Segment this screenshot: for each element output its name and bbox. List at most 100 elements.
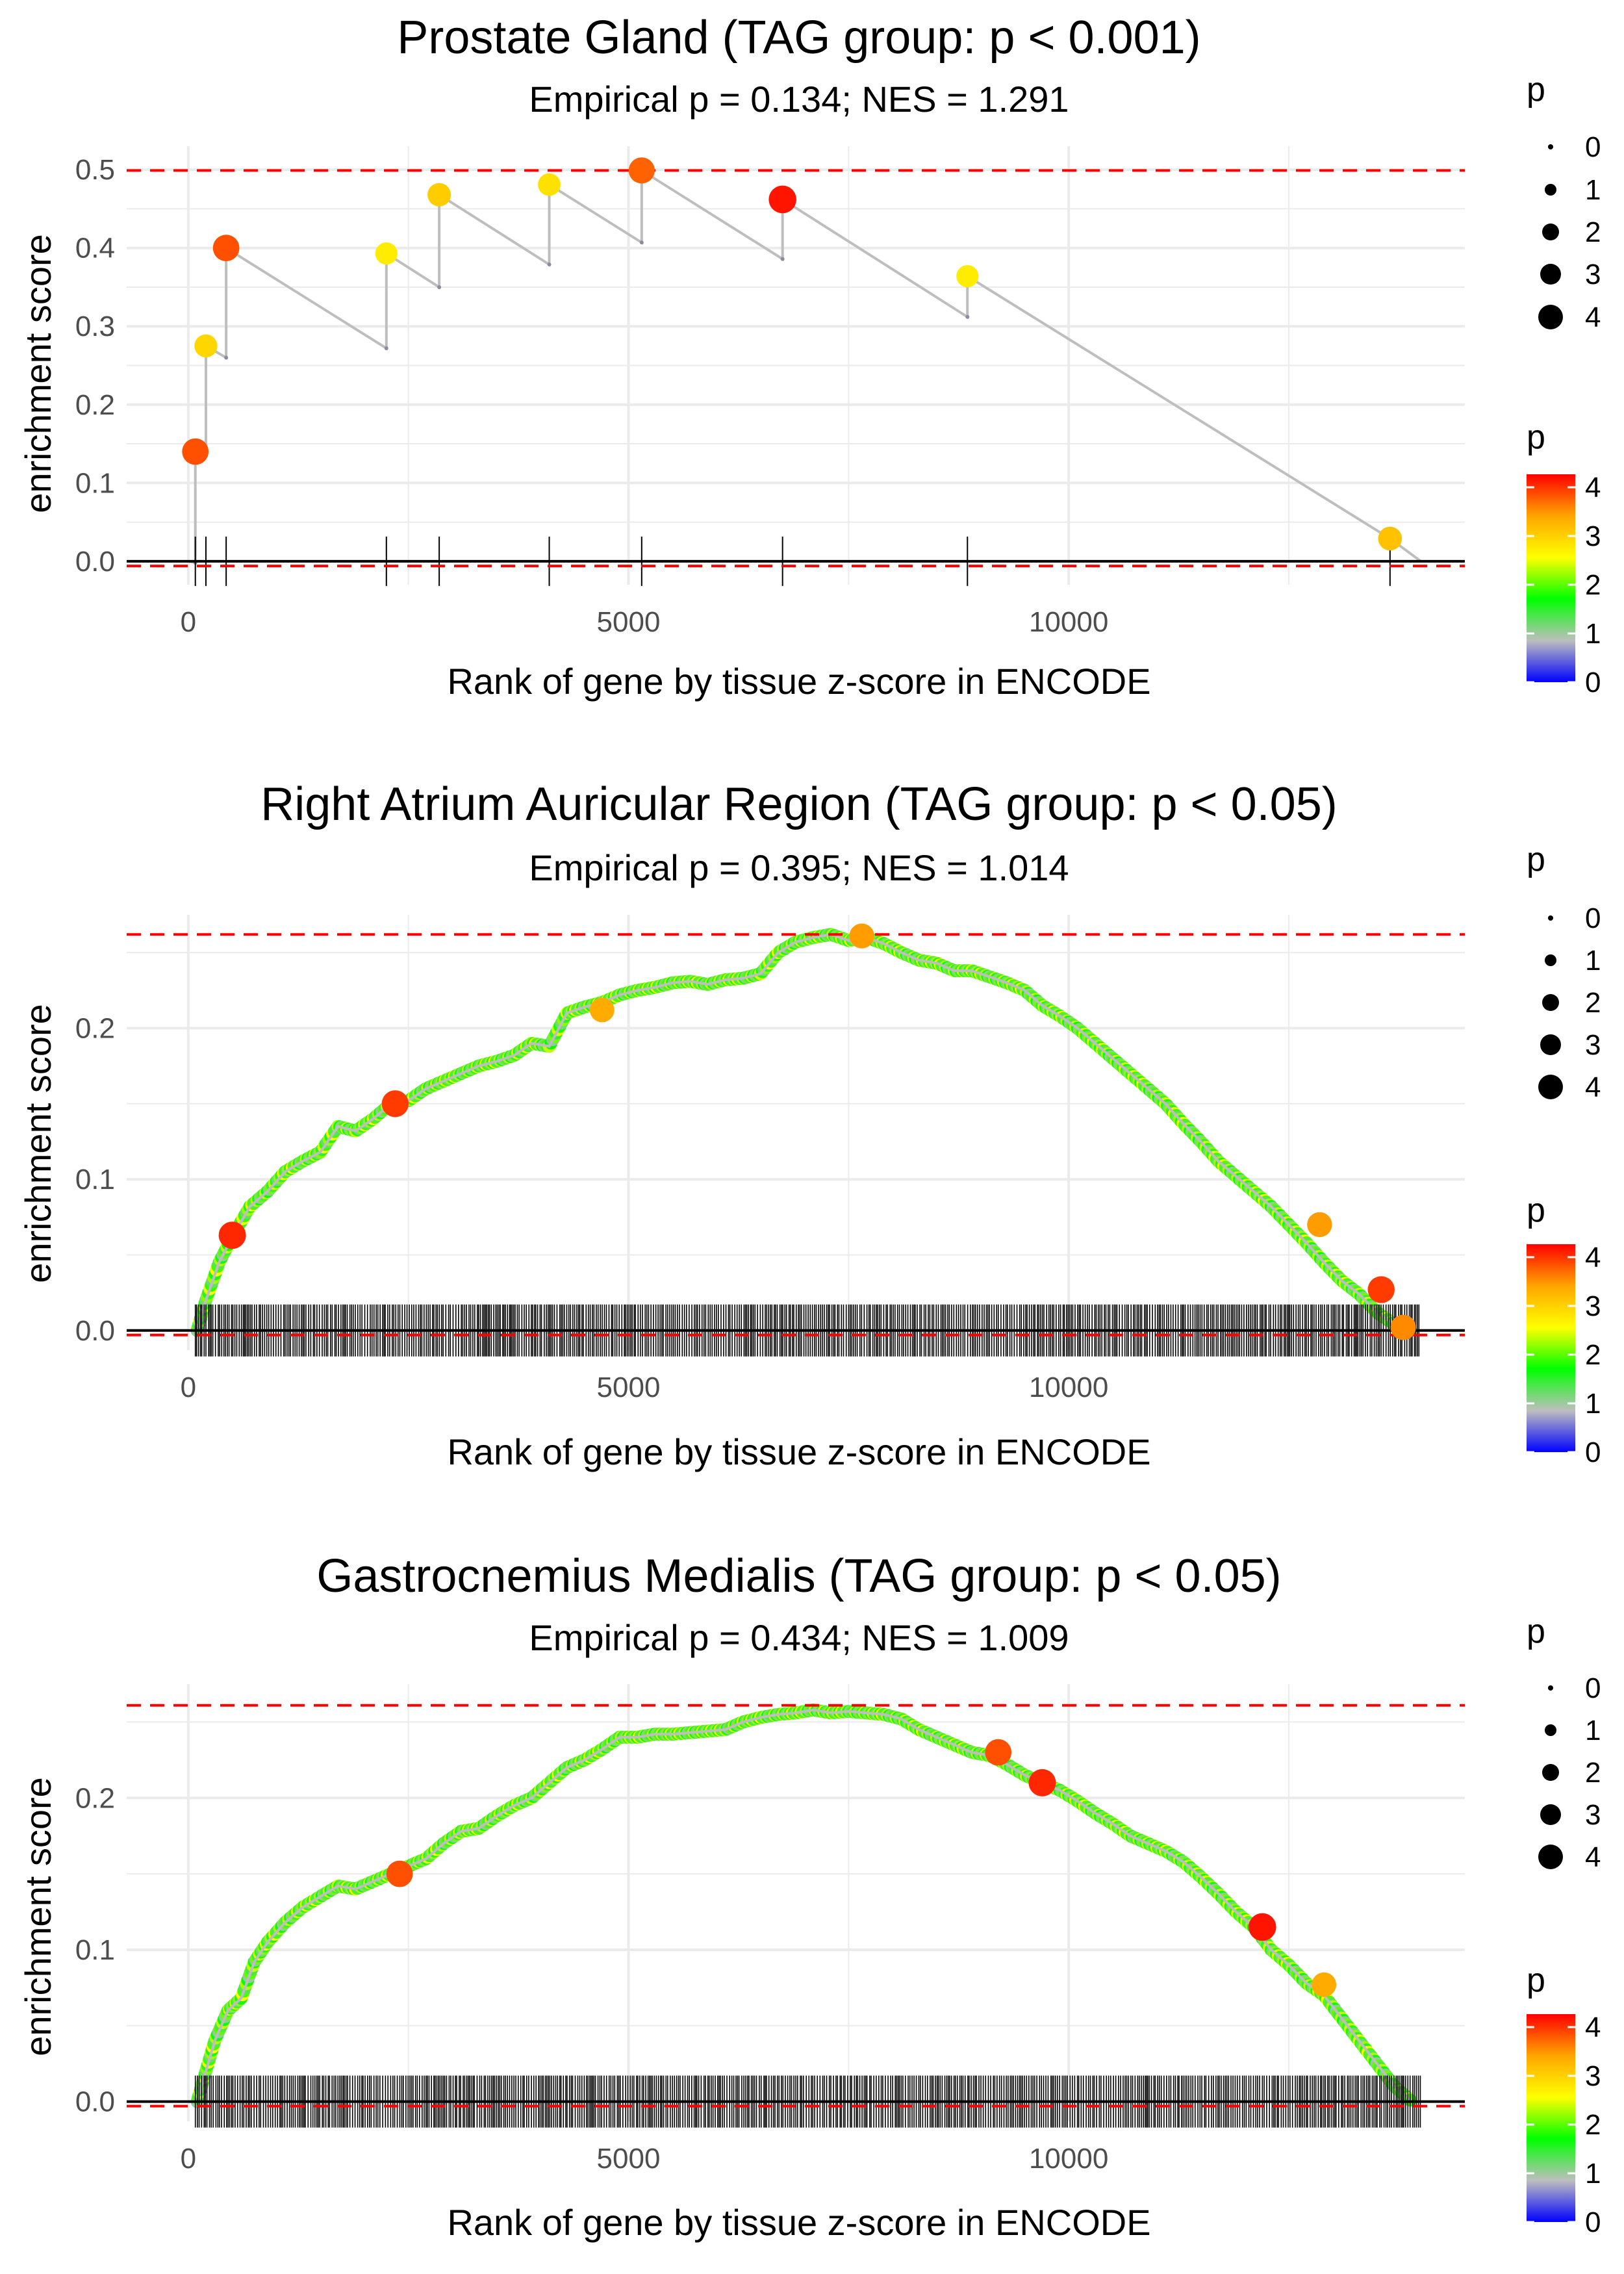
data-point — [1367, 1276, 1395, 1303]
legend-size-label: 3 — [1585, 1799, 1601, 1831]
legend-size-swatch-3 — [1540, 1804, 1561, 1825]
legend-color-label: 2 — [1585, 1339, 1601, 1371]
legend-size: p 0 1 2 3 4 — [1527, 1613, 1601, 1873]
data-point — [589, 997, 615, 1023]
y-tick-label: 0.0 — [75, 2086, 115, 2118]
legend-size-title: p — [1527, 1613, 1545, 1650]
y-tick-label: 0.2 — [75, 1782, 115, 1814]
data-point — [1248, 1913, 1276, 1941]
enrichment-points — [218, 923, 1416, 1340]
legend-color-label: 4 — [1585, 472, 1601, 504]
x-tick-label: 5000 — [597, 606, 661, 638]
y-tick-label: 0.2 — [75, 389, 115, 421]
data-point — [194, 334, 218, 358]
x-tick-label: 5000 — [597, 2143, 661, 2175]
data-point — [386, 1860, 413, 1887]
legend-color-title: p — [1527, 1192, 1545, 1229]
legend-size-title: p — [1527, 841, 1545, 878]
path-vertex — [639, 240, 644, 245]
y-tick-label: 0.5 — [75, 154, 115, 186]
legend-size-label: 3 — [1585, 259, 1601, 290]
y-tick-label: 0.0 — [75, 1315, 115, 1347]
legend-color-label: 1 — [1585, 2158, 1601, 2190]
legend-size-label: 2 — [1585, 1757, 1601, 1789]
legend-size: p 0 1 2 3 4 — [1527, 841, 1601, 1103]
legend-color-label: 0 — [1585, 1437, 1601, 1468]
path-vertex — [437, 285, 442, 289]
legend-size-swatch-4 — [1538, 1845, 1563, 1869]
path-vertex — [384, 346, 388, 350]
path-vertex — [224, 355, 229, 360]
x-axis-title: Rank of gene by tissue z-score in ENCODE — [447, 1431, 1150, 1472]
y-axis-title: enrichment score — [18, 1004, 58, 1283]
data-point — [381, 1090, 409, 1118]
reference-lines — [127, 933, 1465, 1336]
legend-size-label: 0 — [1585, 1672, 1601, 1704]
legend-colorbar — [1527, 1244, 1575, 1452]
y-tick-label: 0.3 — [75, 311, 115, 342]
x-tick-label: 10000 — [1029, 1372, 1108, 1403]
y-tick-label: 0.1 — [75, 1164, 115, 1195]
legend-size-swatch-1 — [1545, 184, 1556, 196]
data-point — [849, 923, 874, 949]
enrichment-curve — [190, 1703, 1417, 2108]
x-tick-label: 0 — [181, 606, 196, 638]
x-tick-label: 10000 — [1029, 2143, 1108, 2175]
panel-subtitle: Empirical p = 0.395; NES = 1.014 — [529, 847, 1069, 888]
y-tick-label: 0.0 — [75, 546, 115, 578]
y-tick-labels: 0.0 0.1 0.2 0.3 0.4 0.5 — [75, 154, 115, 578]
reference-lines — [127, 169, 1465, 568]
legend-color-label: 1 — [1585, 1388, 1601, 1420]
data-point — [212, 235, 240, 262]
legend-size-label: 2 — [1585, 987, 1601, 1019]
x-tick-label: 0 — [181, 1372, 196, 1403]
data-point — [538, 173, 561, 196]
path-vertex — [547, 262, 552, 267]
data-point — [1378, 526, 1402, 551]
data-point — [427, 183, 451, 207]
legend-size-label: 0 — [1585, 902, 1601, 934]
enrichment-points — [386, 1739, 1337, 1997]
path-vertex — [780, 257, 785, 261]
legend-size-swatch-2 — [1542, 224, 1559, 240]
legend-size-label: 4 — [1585, 1071, 1601, 1103]
legend-color-label: 4 — [1585, 1242, 1601, 1273]
y-tick-label: 0.1 — [75, 1934, 115, 1966]
data-point — [182, 438, 209, 465]
legend-colorbar — [1527, 2014, 1575, 2222]
x-tick-label: 5000 — [597, 1372, 661, 1403]
data-point — [1307, 1212, 1332, 1238]
legend-color-label: 3 — [1585, 1290, 1601, 1322]
panel-subtitle: Empirical p = 0.434; NES = 1.009 — [529, 1617, 1069, 1658]
data-point — [768, 185, 796, 214]
enrichment-line — [196, 933, 1413, 1332]
y-tick-labels: 0.0 0.1 0.2 — [75, 1012, 115, 1346]
x-tick-labels: 0 5000 10000 — [181, 2143, 1109, 2175]
x-tick-label: 10000 — [1029, 606, 1108, 638]
x-axis-title: Rank of gene by tissue z-score in ENCODE — [447, 661, 1150, 702]
enrichment-path — [188, 168, 1422, 565]
panel-title: Prostate Gland (TAG group: p < 0.001) — [397, 12, 1200, 64]
legend-size-swatch-2 — [1542, 1764, 1559, 1781]
panel-prostate-gland: Prostate Gland (TAG group: p < 0.001) Em… — [18, 12, 1601, 702]
legend-size-swatch-0 — [1548, 144, 1553, 149]
legend-color-title: p — [1527, 418, 1545, 456]
x-axis-title: Rank of gene by tissue z-score in ENCODE — [447, 2202, 1150, 2243]
data-point — [375, 242, 398, 265]
legend-size-swatch-3 — [1540, 1034, 1561, 1055]
legend-color-title: p — [1527, 1961, 1545, 1999]
legend-size-label: 2 — [1585, 216, 1601, 248]
legend-color: p 0 1 2 3 4 — [1527, 1192, 1601, 1468]
enrichment-line — [196, 1708, 1413, 2103]
x-tick-labels: 0 5000 10000 — [181, 606, 1109, 638]
data-point — [956, 264, 979, 288]
data-point — [1312, 1972, 1337, 1997]
enrichment-curve — [190, 928, 1417, 1337]
legend-color-label: 3 — [1585, 520, 1601, 552]
data-point — [985, 1739, 1012, 1766]
grid-lines — [127, 146, 1465, 585]
legend-size-swatch-3 — [1540, 264, 1561, 285]
y-tick-labels: 0.0 0.1 0.2 — [75, 1782, 115, 2117]
data-point — [1390, 1314, 1416, 1340]
legend-size-label: 1 — [1585, 1715, 1601, 1746]
